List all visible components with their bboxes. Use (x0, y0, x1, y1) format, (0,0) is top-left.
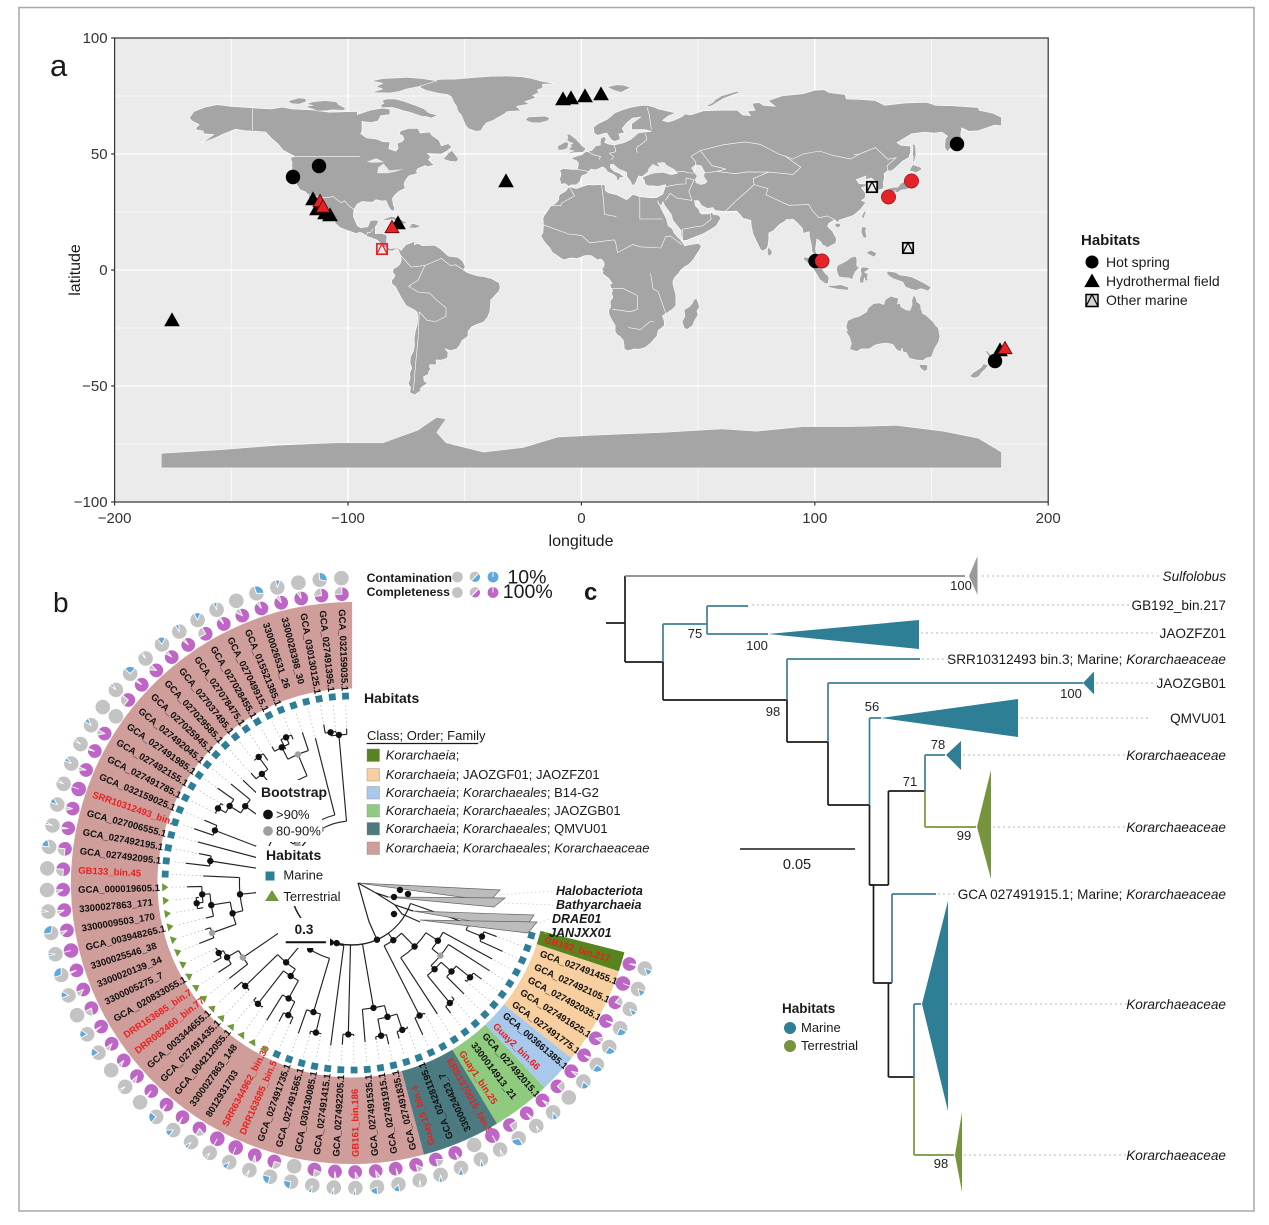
svg-text:200: 200 (1036, 510, 1061, 527)
svg-text:Habitats: Habitats (364, 690, 419, 706)
svg-text:GCA_027492205.1: GCA_027492205.1 (331, 1074, 347, 1157)
svg-text:100: 100 (950, 578, 972, 593)
svg-text:Habitats: Habitats (1081, 232, 1140, 249)
svg-text:98: 98 (766, 704, 780, 719)
svg-text:Completeness: Completeness (367, 585, 451, 599)
svg-text:a: a (50, 48, 68, 83)
svg-text:Korarchaeia; Korarchaeales; JA: Korarchaeia; Korarchaeales; JAOZGB01 (386, 803, 621, 818)
svg-text:98: 98 (934, 1156, 948, 1171)
svg-text:Other marine: Other marine (1106, 292, 1188, 308)
svg-text:b: b (53, 587, 69, 618)
svg-text:Bathyarchaeia: Bathyarchaeia (556, 898, 642, 912)
svg-text:Korarchaeaceae: Korarchaeaceae (1126, 820, 1226, 835)
svg-text:0: 0 (99, 262, 107, 279)
svg-text:80-90%: 80-90% (276, 824, 321, 839)
svg-text:c: c (584, 579, 597, 606)
svg-text:JANJXX01: JANJXX01 (549, 926, 612, 940)
svg-text:−200: −200 (98, 510, 132, 527)
svg-text:Habitats: Habitats (782, 1001, 835, 1016)
svg-text:GB161_bin.186: GB161_bin.186 (350, 1089, 362, 1157)
svg-text:99: 99 (957, 828, 971, 843)
svg-text:Marine: Marine (801, 1020, 841, 1035)
svg-text:10%: 10% (507, 567, 546, 589)
svg-text:78: 78 (931, 737, 945, 752)
svg-text:GCA_032159035.1: GCA_032159035.1 (336, 609, 350, 692)
svg-text:−100: −100 (74, 494, 108, 511)
svg-text:−100: −100 (331, 510, 365, 527)
svg-text:Korarchaeia; Korarchaeales; Ko: Korarchaeia; Korarchaeales; Korarchaeace… (386, 840, 650, 855)
svg-text:0: 0 (577, 510, 585, 527)
svg-text:Korarchaeia; Korarchaeales; B1: Korarchaeia; Korarchaeales; B14-G2 (386, 785, 599, 800)
svg-text:Korarchaeaceae: Korarchaeaceae (1126, 997, 1226, 1012)
svg-text:latitude: latitude (67, 244, 84, 296)
svg-text:longitude: longitude (549, 533, 614, 550)
svg-text:Sulfolobus: Sulfolobus (1163, 569, 1227, 584)
svg-text:56: 56 (865, 699, 879, 714)
svg-text:Contamination: Contamination (367, 571, 452, 585)
svg-text:>90%: >90% (276, 807, 310, 822)
svg-text:Marine: Marine (283, 868, 323, 883)
svg-text:100: 100 (746, 638, 768, 653)
svg-text:Hydrothermal field: Hydrothermal field (1106, 273, 1220, 289)
svg-text:JAOZGB01: JAOZGB01 (1156, 676, 1226, 691)
svg-text:Class; Order; Family: Class; Order; Family (367, 728, 486, 743)
svg-text:Bootstrap: Bootstrap (261, 784, 327, 800)
svg-text:Korarchaeia; Korarchaeales; QM: Korarchaeia; Korarchaeales; QMVU01 (386, 821, 608, 836)
svg-text:JAOZFZ01: JAOZFZ01 (1160, 626, 1226, 641)
svg-text:50: 50 (91, 146, 108, 163)
svg-text:0.3: 0.3 (295, 922, 314, 937)
svg-text:Terrestrial: Terrestrial (283, 889, 340, 904)
svg-text:Korarchaeia; JAOZGF01; JAOZFZ0: Korarchaeia; JAOZGF01; JAOZFZ01 (386, 767, 600, 782)
svg-text:GCA 027491915.1; Marine; Korar: GCA 027491915.1; Marine; Korarchaeaceae (958, 887, 1227, 902)
svg-text:Halobacteriota: Halobacteriota (556, 884, 643, 898)
svg-text:100: 100 (1060, 686, 1082, 701)
svg-text:DRAE01: DRAE01 (552, 912, 601, 926)
svg-text:Habitats: Habitats (266, 847, 321, 863)
svg-text:100%: 100% (503, 581, 553, 603)
svg-text:Korarchaeaceae: Korarchaeaceae (1126, 1148, 1226, 1163)
svg-text:Korarchaeaceae: Korarchaeaceae (1126, 748, 1226, 763)
svg-text:Korarchaeia;: Korarchaeia; (386, 747, 460, 762)
svg-text:GB192_bin.217: GB192_bin.217 (1132, 598, 1226, 613)
svg-text:−50: −50 (82, 378, 107, 395)
svg-text:71: 71 (903, 774, 917, 789)
svg-text:SRR10312493 bin.3; Marine; Kor: SRR10312493 bin.3; Marine; Korarchaeacea… (947, 652, 1226, 667)
svg-text:Hot spring: Hot spring (1106, 254, 1170, 270)
svg-text:GCA_000019605.1: GCA_000019605.1 (78, 883, 161, 896)
svg-text:GB133_bin.45: GB133_bin.45 (78, 866, 142, 880)
svg-text:0.05: 0.05 (783, 857, 811, 873)
svg-text:QMVU01: QMVU01 (1170, 711, 1226, 726)
svg-text:100: 100 (83, 30, 108, 47)
svg-text:Terrestrial: Terrestrial (801, 1038, 858, 1053)
svg-text:100: 100 (802, 510, 827, 527)
svg-text:75: 75 (688, 626, 702, 641)
